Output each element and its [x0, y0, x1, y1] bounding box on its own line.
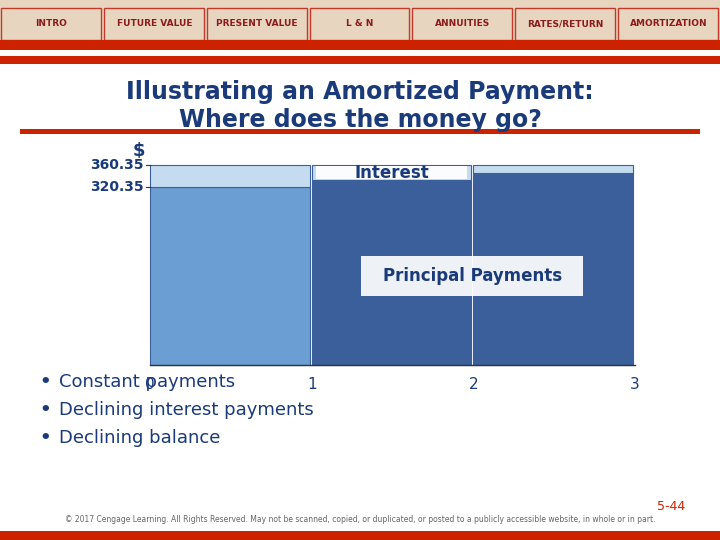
- Bar: [516, 8, 615, 40]
- Text: •: •: [39, 429, 51, 447]
- Bar: [20, 129, 700, 134]
- Bar: [150, 187, 310, 365]
- Text: Where does the money go?: Where does the money go?: [179, 108, 541, 132]
- Text: 0: 0: [145, 377, 155, 392]
- Bar: [310, 8, 410, 40]
- Text: Declining interest payments: Declining interest payments: [59, 401, 314, 419]
- Text: 320.35: 320.35: [91, 180, 144, 194]
- Text: 5-44: 5-44: [657, 501, 685, 514]
- Bar: [473, 165, 633, 173]
- Text: 1: 1: [307, 377, 317, 392]
- Bar: [104, 8, 204, 40]
- Bar: [312, 180, 472, 365]
- Text: 2: 2: [469, 377, 478, 392]
- Text: •: •: [39, 373, 51, 391]
- Text: Interest: Interest: [354, 164, 429, 181]
- Bar: [413, 8, 513, 40]
- Bar: [0, 531, 720, 540]
- Bar: [473, 173, 633, 365]
- Bar: [150, 165, 310, 187]
- Text: L & N: L & N: [346, 19, 374, 29]
- Text: ANNUITIES: ANNUITIES: [435, 19, 490, 29]
- Text: Constant payments: Constant payments: [59, 373, 235, 391]
- Bar: [1, 8, 101, 40]
- Text: $: $: [132, 142, 145, 160]
- Text: AMORTIZATION: AMORTIZATION: [630, 19, 707, 29]
- Text: © 2017 Cengage Learning. All Rights Reserved. May not be scanned, copied, or dup: © 2017 Cengage Learning. All Rights Rese…: [65, 516, 655, 524]
- Bar: [312, 165, 472, 180]
- Bar: [618, 8, 718, 40]
- Text: •: •: [39, 401, 51, 419]
- Bar: [207, 8, 307, 40]
- Text: INTRO: INTRO: [35, 19, 68, 29]
- Text: FUTURE VALUE: FUTURE VALUE: [117, 19, 192, 29]
- Text: PRESENT VALUE: PRESENT VALUE: [217, 19, 298, 29]
- Text: 360.35: 360.35: [91, 158, 144, 172]
- FancyBboxPatch shape: [315, 166, 467, 179]
- Text: Declining balance: Declining balance: [59, 429, 220, 447]
- Text: 3: 3: [630, 377, 640, 392]
- Text: Principal Payments: Principal Payments: [383, 267, 562, 285]
- Bar: [0, 56, 720, 64]
- Bar: [0, 40, 720, 50]
- Text: Illustrating an Amortized Payment:: Illustrating an Amortized Payment:: [126, 80, 594, 104]
- Text: RATES/RETURN: RATES/RETURN: [528, 19, 604, 29]
- FancyBboxPatch shape: [361, 256, 583, 296]
